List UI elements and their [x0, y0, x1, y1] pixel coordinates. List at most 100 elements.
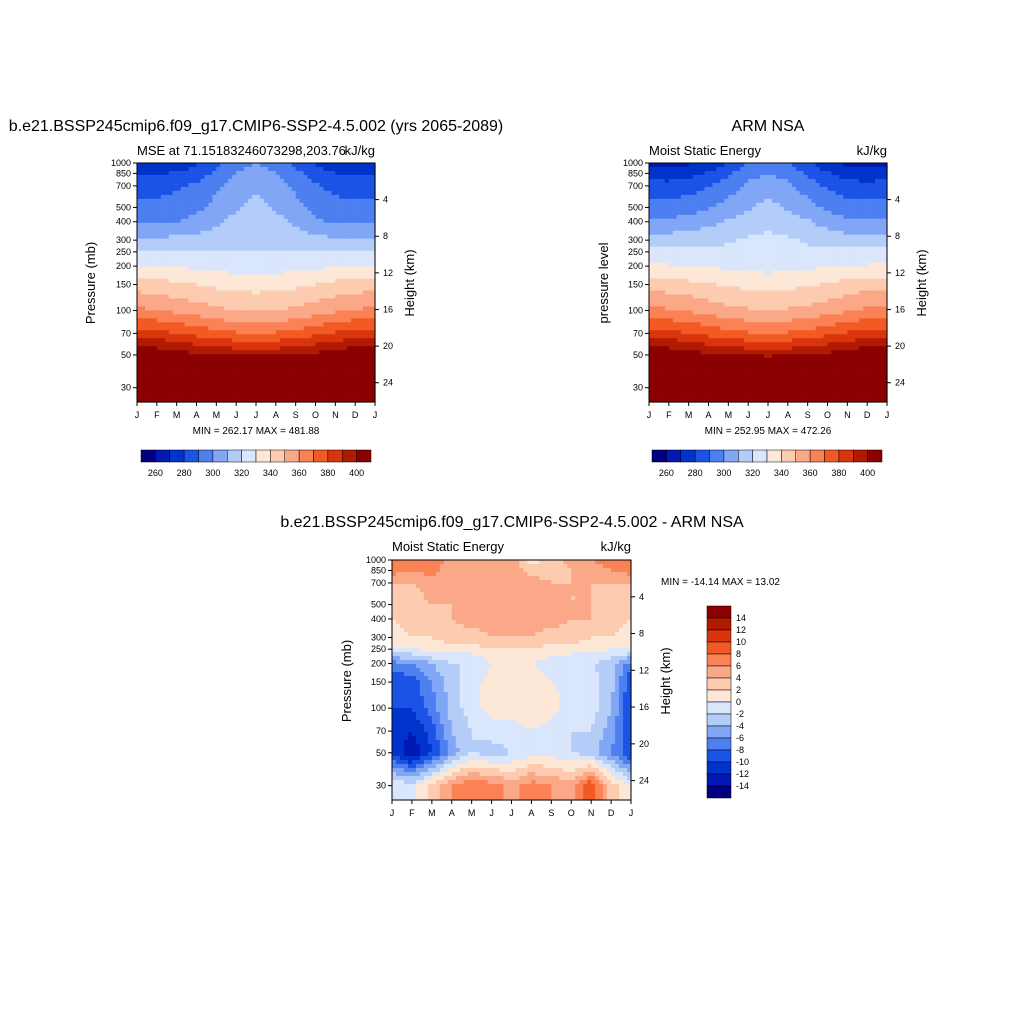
contour-cell — [339, 342, 344, 347]
contour-cell — [863, 202, 868, 208]
contour-cell — [791, 222, 797, 228]
contour-cell — [267, 294, 273, 300]
contour-cell — [176, 238, 182, 244]
contour-cell — [137, 310, 142, 315]
contour-cell — [347, 330, 352, 335]
contour-cell — [140, 210, 146, 216]
contour-cell — [244, 330, 249, 335]
contour-cell — [220, 170, 225, 176]
contour-cell — [204, 170, 209, 176]
contour-cell — [649, 178, 654, 184]
contour-cell — [295, 218, 301, 224]
contour-cell — [367, 366, 372, 371]
contour-cell — [732, 226, 737, 232]
contour-cell — [831, 166, 837, 172]
contour-cell — [331, 382, 336, 387]
contour-cell — [355, 338, 360, 343]
contour-cell — [148, 398, 154, 403]
contour-cell — [152, 278, 158, 284]
contour-cell — [160, 278, 166, 284]
contour-cell — [315, 170, 321, 176]
contour-cell — [835, 234, 840, 240]
contour-cell — [339, 266, 344, 272]
contour-cell — [224, 302, 229, 307]
contour-cell — [775, 170, 781, 176]
contour-cell — [152, 298, 158, 304]
contour-cell — [303, 282, 309, 288]
contour-cell — [819, 230, 825, 236]
contour-cell — [652, 186, 658, 192]
contour-cell — [196, 286, 202, 292]
contour-cell — [196, 326, 202, 331]
contour-cell — [740, 198, 745, 204]
contour-cell — [248, 222, 253, 228]
contour-cell — [228, 246, 233, 252]
panel-2-subtitle-right: kJ/kg — [857, 143, 887, 158]
contour-cell — [700, 242, 706, 248]
contour-cell — [192, 234, 198, 240]
contour-cell — [768, 163, 773, 168]
contour-cell — [343, 170, 348, 176]
contour-cell — [335, 374, 340, 379]
contour-cell — [184, 206, 190, 212]
contour-cell — [371, 390, 376, 395]
contour-cell — [359, 174, 364, 180]
contour-cell — [176, 366, 182, 371]
contour-cell — [188, 362, 194, 367]
contour-cell — [351, 314, 356, 319]
contour-cell — [823, 194, 829, 200]
contour-cell — [160, 318, 166, 323]
contour-cell — [335, 382, 340, 387]
contour-cell — [287, 398, 293, 403]
contour-cell — [220, 342, 225, 347]
contour-cell — [839, 170, 844, 176]
contour-cell — [363, 358, 368, 363]
contour-cell — [760, 198, 765, 204]
contour-cell — [188, 394, 194, 399]
contour-cell — [271, 338, 277, 343]
contour-cell — [164, 202, 170, 208]
contour-cell — [367, 338, 372, 343]
contour-cell — [184, 278, 190, 284]
contour-cell — [271, 163, 277, 168]
contour-cell — [148, 338, 154, 343]
contour-cell — [144, 322, 150, 327]
contour-cell — [144, 318, 150, 323]
contour-cell — [240, 174, 245, 180]
contour-cell — [287, 174, 293, 180]
contour-cell — [137, 354, 142, 359]
contour-cell — [879, 222, 884, 228]
contour-cell — [184, 214, 190, 220]
contour-cell — [287, 318, 293, 323]
contour-cell — [279, 398, 285, 403]
contour-cell — [188, 322, 194, 327]
contour-cell — [811, 218, 817, 224]
contour-cell — [180, 394, 186, 399]
contour-cell — [176, 202, 182, 208]
contour-cell — [327, 358, 332, 363]
contour-cell — [724, 163, 729, 168]
contour-cell — [148, 226, 154, 232]
contour-cell — [196, 222, 202, 228]
contour-cell — [764, 186, 769, 192]
contour-cell — [799, 174, 805, 180]
contour-cell — [656, 186, 662, 192]
contour-cell — [355, 358, 360, 363]
contour-cell — [311, 286, 317, 292]
contour-cell — [343, 242, 348, 248]
contour-cell — [303, 262, 309, 268]
contour-cell — [299, 370, 305, 375]
contour-cell — [200, 382, 206, 387]
contour-cell — [771, 166, 777, 172]
contour-cell — [299, 366, 305, 371]
contour-cell — [343, 350, 348, 355]
contour-cell — [212, 290, 217, 296]
contour-cell — [716, 174, 721, 180]
contour-cell — [672, 190, 678, 196]
contour-cell — [883, 210, 888, 216]
contour-cell — [319, 390, 325, 395]
contour-cell — [216, 314, 221, 319]
contour-cell — [327, 306, 332, 311]
contour-cell — [240, 178, 245, 184]
contour-cell — [799, 206, 805, 212]
